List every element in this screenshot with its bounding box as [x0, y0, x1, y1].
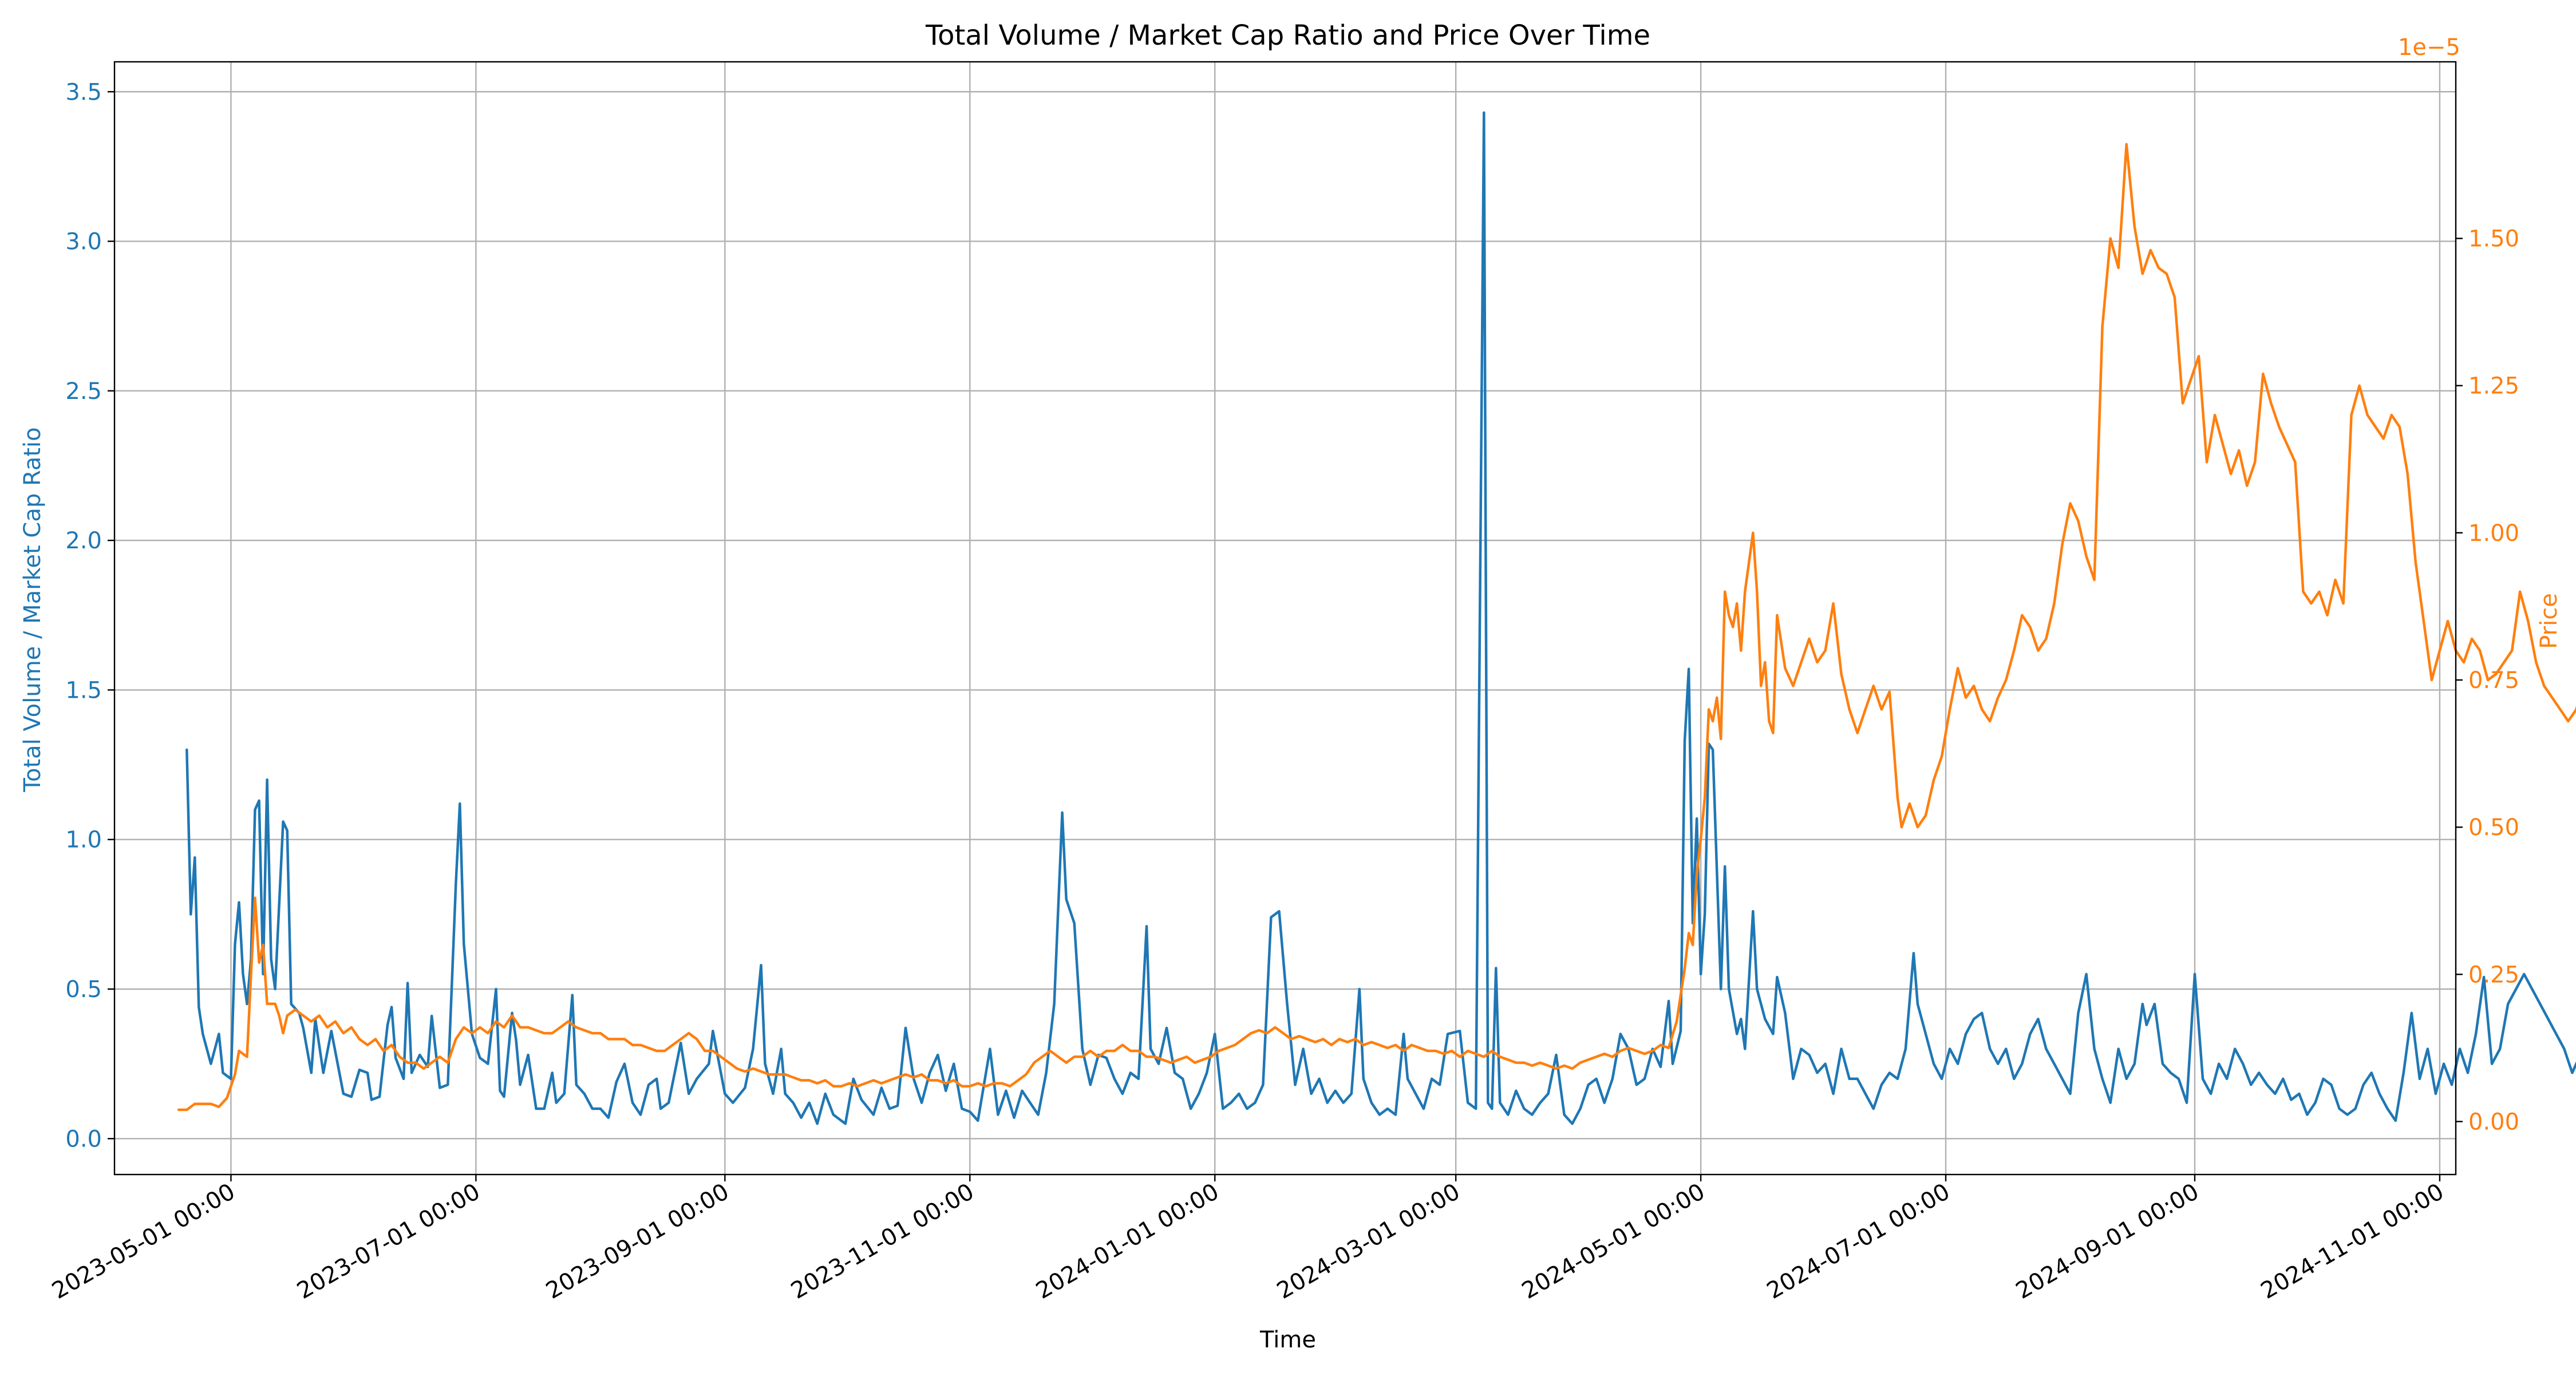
x-axis-label: Time: [1259, 1327, 1316, 1353]
y-right-tick-label: 0.25: [2468, 962, 2519, 988]
ratio-series-line: [185, 111, 2576, 1125]
y-right-tick-label: 0.00: [2468, 1109, 2519, 1135]
y-right-tick-label: 1.00: [2468, 520, 2519, 547]
y-left-tick-label: 1.5: [65, 677, 102, 703]
grid-layer: [114, 62, 2456, 1175]
y-right-axis-label: Price: [2536, 593, 2562, 649]
y-left-tick-label: 0.5: [65, 976, 102, 1003]
y-left-tick-label: 2.0: [65, 528, 102, 554]
series-layer: [177, 111, 2576, 1125]
y-left-tick-label: 2.5: [65, 378, 102, 405]
price-series-line: [177, 143, 2576, 1112]
plot-frame: [113, 61, 2457, 1176]
y-left-tick-label: 1.0: [65, 827, 102, 853]
y-left-axis-label: Total Volume / Market Cap Ratio: [19, 427, 46, 792]
y-left-tick-label: 3.5: [65, 79, 102, 105]
y-right-tick-label: 0.75: [2468, 667, 2519, 694]
chart-title: Total Volume / Market Cap Ratio and Pric…: [925, 19, 1650, 52]
y-right-tick-label: 1.50: [2468, 226, 2519, 252]
y-left-tick-label: 0.0: [65, 1126, 102, 1152]
y-right-tick-label: 0.50: [2468, 814, 2519, 841]
y-right-offset-text: 1e−5: [2398, 34, 2460, 61]
y-right-tick-label: 1.25: [2468, 373, 2519, 400]
y-left-tick-label: 3.0: [65, 229, 102, 255]
